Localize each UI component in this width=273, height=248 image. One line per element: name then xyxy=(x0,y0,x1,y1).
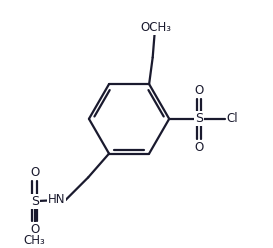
Text: S: S xyxy=(195,112,203,125)
Text: O: O xyxy=(194,84,204,97)
Text: OCH₃: OCH₃ xyxy=(141,21,171,34)
Text: O: O xyxy=(194,141,204,154)
Text: HN: HN xyxy=(48,193,65,206)
Text: O: O xyxy=(30,166,39,180)
Text: CH₃: CH₃ xyxy=(24,234,46,247)
Text: O: O xyxy=(30,223,39,236)
Text: Cl: Cl xyxy=(227,112,238,125)
Text: S: S xyxy=(31,195,39,208)
